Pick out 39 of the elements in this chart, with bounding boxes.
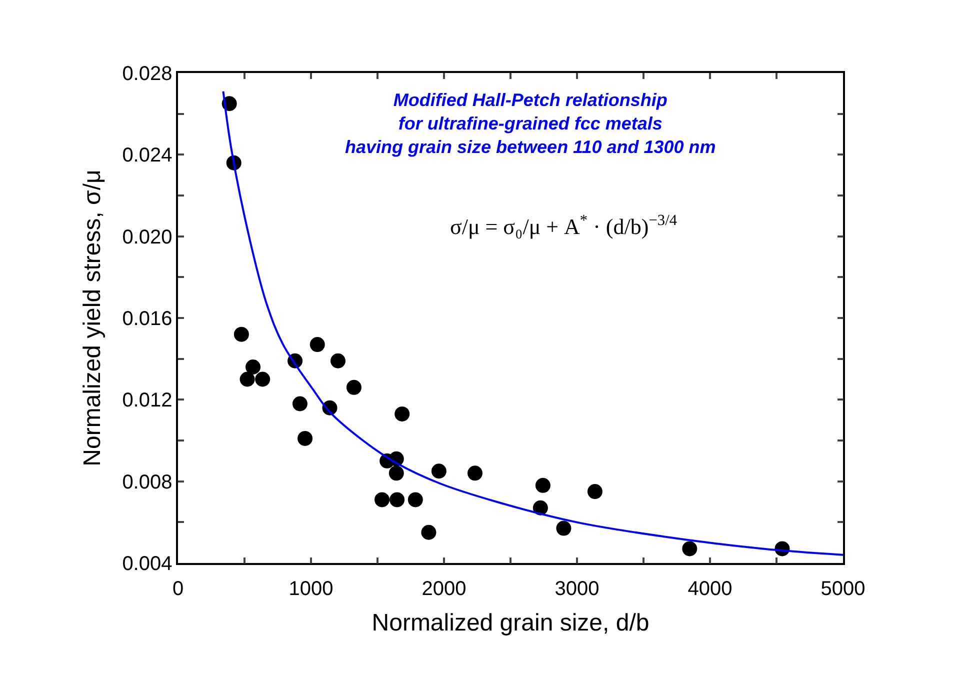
x-tick-label: 1000	[288, 578, 334, 600]
y-tick-label: 0.024	[122, 144, 172, 167]
point	[346, 380, 362, 395]
y-tick-label: 0.008	[122, 471, 172, 494]
y-tick-label: 0.020	[122, 226, 172, 248]
point	[421, 524, 436, 540]
annotation: σ/μ = σ₀/μ + A$^{*}$ · (d/b)$^{−3/4}$	[450, 212, 678, 240]
y-tick-label: 0.012	[122, 390, 172, 412]
point	[431, 464, 446, 479]
point	[240, 372, 255, 387]
x-tick-label: 3000	[554, 578, 600, 600]
point	[467, 466, 482, 481]
point	[330, 353, 346, 368]
point	[408, 492, 423, 508]
y-tick-label: 0.004	[122, 553, 172, 575]
point	[587, 484, 602, 500]
x-tick-label: 5000	[820, 578, 866, 600]
x-tick-label: 2000	[422, 578, 466, 600]
point	[556, 520, 572, 536]
y-tick-label: 0.016	[122, 308, 172, 330]
point	[390, 492, 405, 508]
y-tick-label: 0.028	[122, 63, 172, 85]
point	[255, 372, 270, 387]
point	[292, 396, 308, 412]
point	[246, 360, 261, 374]
point	[234, 326, 249, 342]
line-series	[222, 90, 843, 556]
point	[388, 466, 404, 481]
x-axis-title: Normalized grain size, d/b	[372, 610, 650, 637]
point	[535, 478, 550, 493]
point	[374, 492, 390, 508]
x-tick-label: 0	[172, 578, 184, 600]
y-axis-title: Normalized yield stress, σ/μ	[78, 170, 106, 466]
annotation: Modified Hall-Petch relationship for ultrafine-grained fcc metals having grain size between 110 and 1300 nm	[345, 90, 716, 157]
point	[394, 406, 410, 422]
point	[298, 430, 313, 446]
x-tick-label: 4000	[688, 578, 732, 600]
point	[682, 541, 698, 556]
point	[310, 337, 325, 352]
